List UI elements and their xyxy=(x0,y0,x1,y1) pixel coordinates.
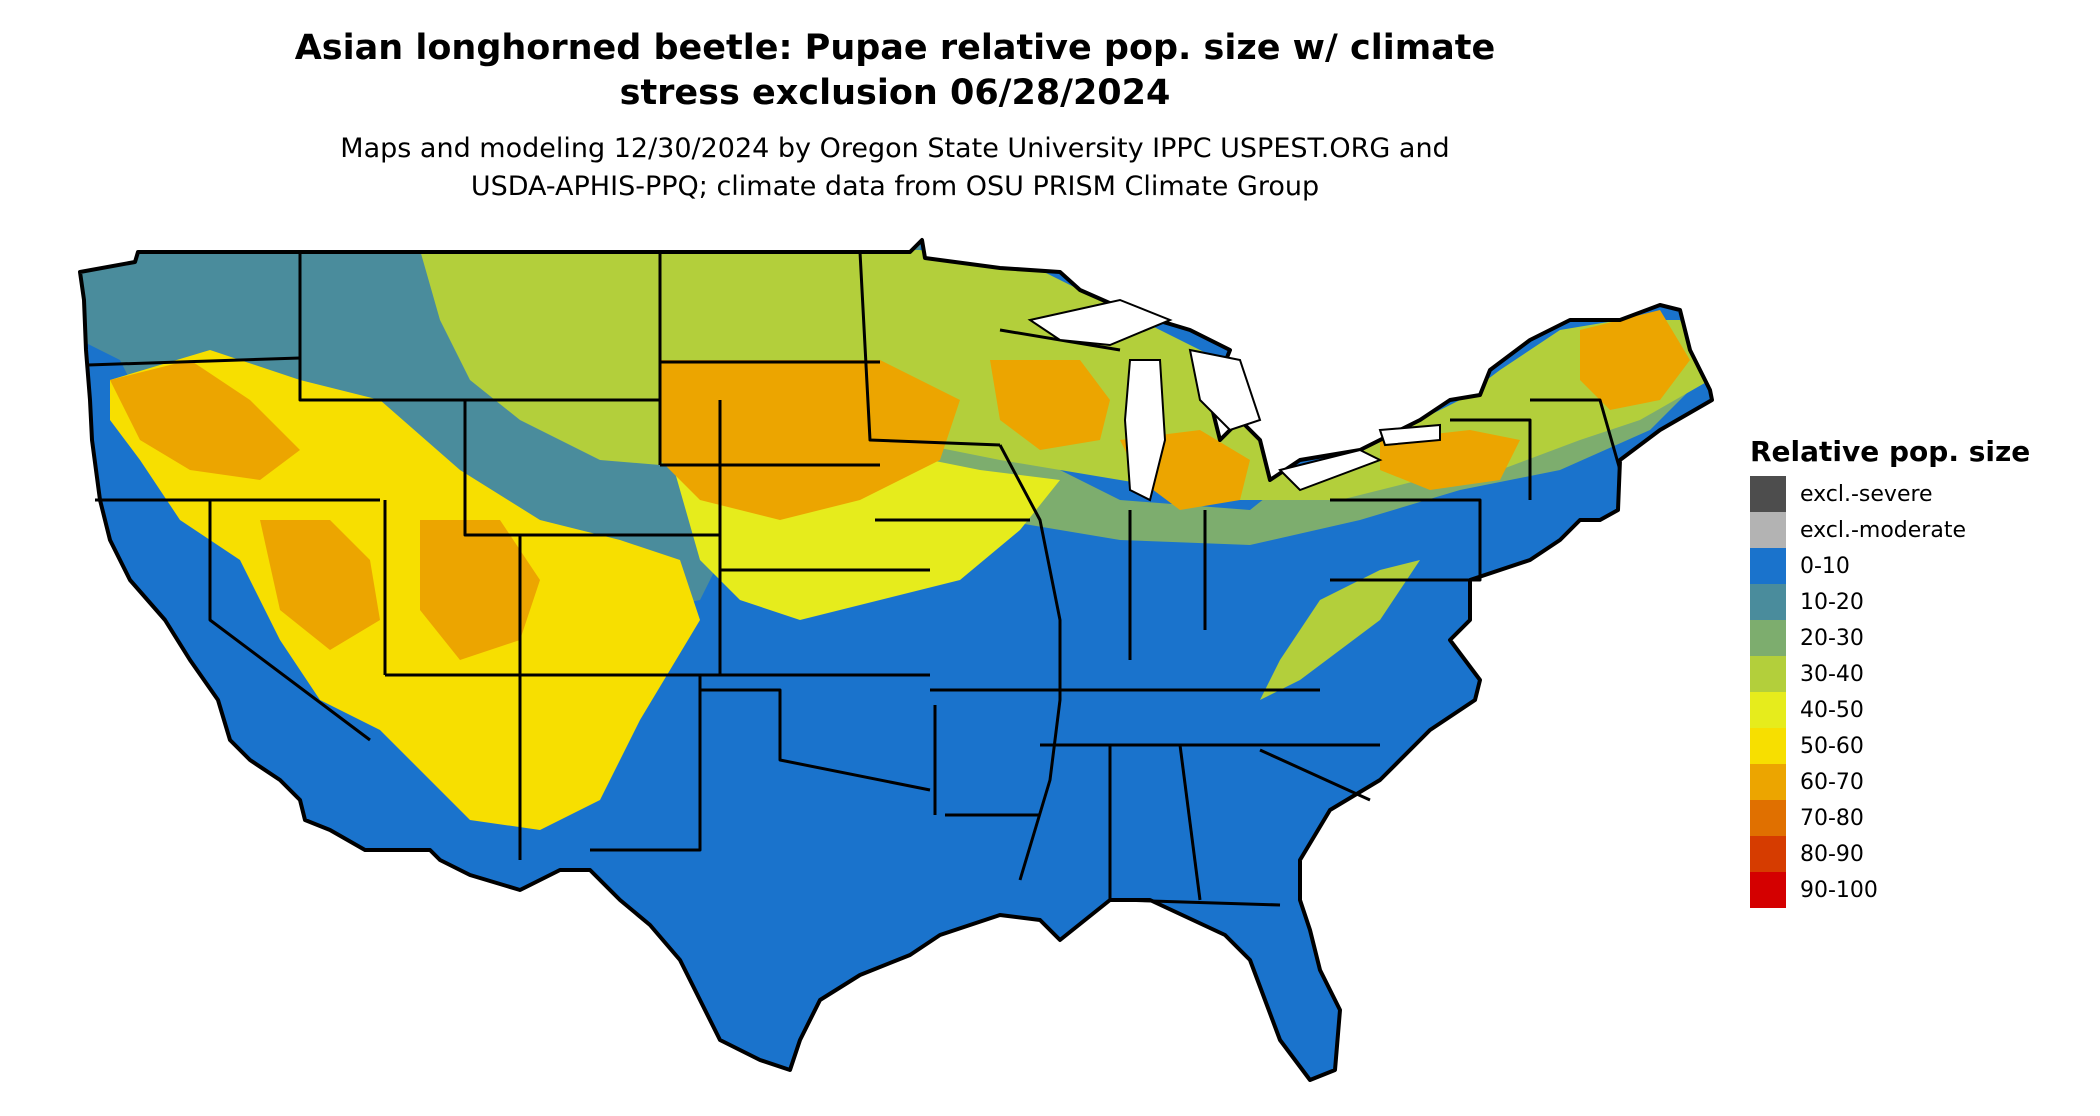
map-subtitle: Maps and modeling 12/30/2024 by Oregon S… xyxy=(80,130,1710,206)
legend-swatch xyxy=(1750,584,1786,620)
legend-label: 60-70 xyxy=(1800,769,1864,795)
title-line-2: stress exclusion 06/28/2024 xyxy=(619,73,1171,113)
legend-swatch xyxy=(1750,872,1786,908)
great-lakes xyxy=(1027,298,1441,502)
legend-item: 80-90 xyxy=(1750,836,2030,872)
legend-label: 0-10 xyxy=(1800,553,1850,579)
border-pa-box xyxy=(1330,498,1482,582)
legend-items: excl.-severe excl.-moderate 0-10 10-20 20-30… xyxy=(1750,476,2030,908)
lake-huron xyxy=(1188,348,1262,432)
zone-wisconsin-orange xyxy=(990,360,1110,450)
legend-item: 10-20 xyxy=(1750,584,2030,620)
border-new-england xyxy=(1530,398,1622,471)
lake-ontario xyxy=(1378,423,1441,447)
zone-newyork-orange xyxy=(1380,430,1520,490)
zone-northern-plains-orange xyxy=(660,360,960,520)
border-ca-nv xyxy=(208,500,371,742)
border-ga-sc xyxy=(1259,748,1371,802)
lake-superior xyxy=(1027,298,1173,347)
border-co-box xyxy=(518,535,722,677)
legend-swatch xyxy=(1750,548,1786,584)
legend-swatch xyxy=(1750,764,1786,800)
title-line-1: Asian longhorned beetle: Pupae relative … xyxy=(294,28,1496,68)
legend-swatch xyxy=(1750,836,1786,872)
legend-swatch xyxy=(1750,620,1786,656)
map-title: Asian longhorned beetle: Pupae relative … xyxy=(80,26,1710,116)
legend-label: 80-90 xyxy=(1800,841,1864,867)
legend-label: 90-100 xyxy=(1800,877,1878,903)
zone-basin-orange xyxy=(260,520,380,650)
zone-oregon-orange xyxy=(110,360,300,480)
legend-item: 0-10 xyxy=(1750,548,2030,584)
legend-label: excl.-moderate xyxy=(1800,517,1966,543)
zone-maine-orange xyxy=(1580,310,1690,410)
legend-item: 30-40 xyxy=(1750,656,2030,692)
border-mississippi xyxy=(998,444,1062,881)
zone-utah-orange xyxy=(420,520,540,660)
border-mn-east xyxy=(858,251,1001,447)
legend-swatch xyxy=(1750,656,1786,692)
legend-label: 30-40 xyxy=(1800,661,1864,687)
lake-erie xyxy=(1278,448,1383,492)
legend-item: 60-70 xyxy=(1750,764,2030,800)
legend-item: 40-50 xyxy=(1750,692,2030,728)
legend-label: excl.-severe xyxy=(1800,481,1933,507)
legend-swatch xyxy=(1750,728,1786,764)
legend-label: 20-30 xyxy=(1800,625,1864,651)
border-nm-tx xyxy=(590,675,702,852)
legend-item: 90-100 xyxy=(1750,872,2030,908)
subtitle-line-2: USDA-APHIS-PPQ; climate data from OSU PR… xyxy=(470,171,1320,202)
legend-title: Relative pop. size xyxy=(1750,435,2031,468)
subtitle-line-1: Maps and modeling 12/30/2024 by Oregon S… xyxy=(340,133,1450,164)
lake-michigan xyxy=(1123,359,1167,502)
legend-swatch xyxy=(1750,512,1786,548)
border-al-ga xyxy=(1178,744,1202,901)
border-ok-tx xyxy=(700,688,931,792)
border-id-east xyxy=(298,252,470,402)
border-wy-box xyxy=(463,400,722,537)
legend-item: 20-30 xyxy=(1750,620,2030,656)
legend-label: 70-80 xyxy=(1800,805,1864,831)
map-legend: Relative pop. size excl.-severe excl.-mod… xyxy=(1750,434,2030,908)
state-boundaries xyxy=(87,251,1622,907)
legend-swatch xyxy=(1750,692,1786,728)
legend-label: 10-20 xyxy=(1800,589,1864,615)
legend-label: 40-50 xyxy=(1800,697,1864,723)
border-ny xyxy=(1450,418,1532,500)
legend-swatch xyxy=(1750,476,1786,512)
legend-label: 50-60 xyxy=(1800,733,1864,759)
border-wa-or xyxy=(87,356,301,367)
legend-swatch xyxy=(1750,800,1786,836)
legend-item: 50-60 xyxy=(1750,728,2030,764)
legend-item: 70-80 xyxy=(1750,800,2030,836)
legend-item: excl.-severe xyxy=(1750,476,2030,512)
zone-appalachian-lime xyxy=(1260,560,1420,700)
legend-item: excl.-moderate xyxy=(1750,512,2030,548)
